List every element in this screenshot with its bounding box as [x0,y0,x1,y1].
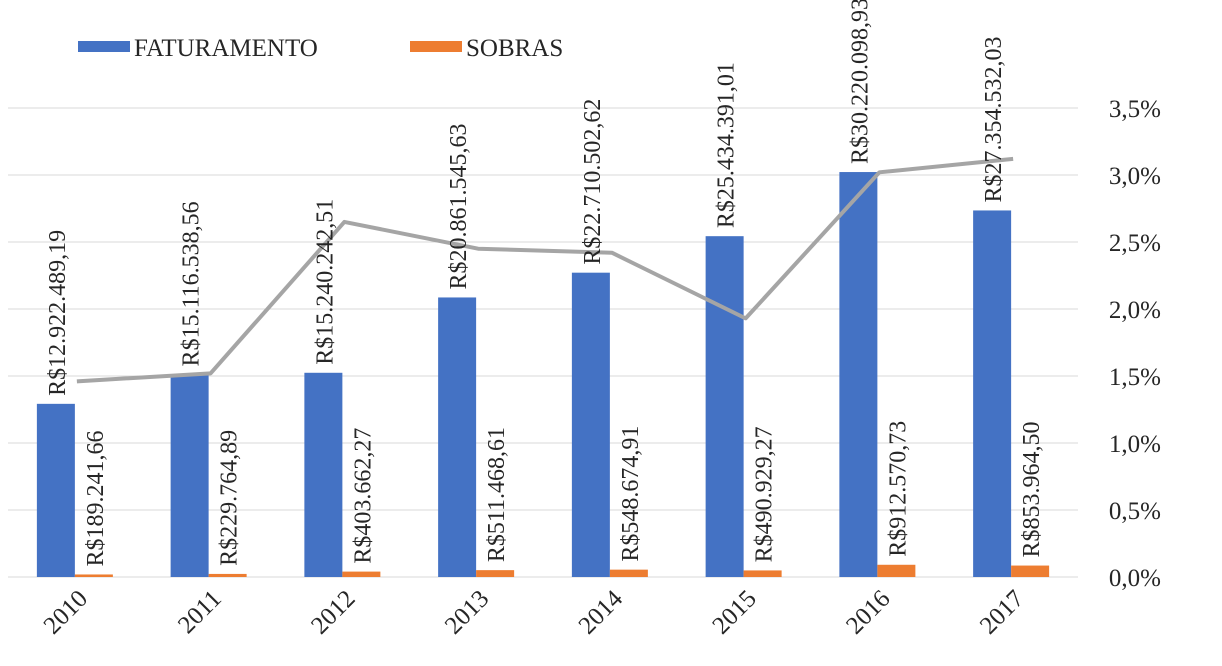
data-label-sobras: R$548.674,91 [618,426,644,562]
right-axis: 0,0% 0,5% 1,0% 1,5% 2,0% 2,5% 3,0% 3,5% [1109,96,1161,592]
right-axis-tick-label: 3,5% [1109,96,1161,123]
data-label-sobras: R$490.929,27 [752,426,778,562]
data-label-sobras: R$912.570,73 [885,421,911,557]
bar-sobras [743,570,782,577]
bar-faturamento [170,374,209,577]
right-axis-tick-label: 1,5% [1109,364,1161,391]
x-tick-label: 2011 [173,585,227,639]
data-label-faturamento: R$22.710.502,62 [580,99,606,265]
legend-swatch [78,41,130,52]
data-label-sobras: R$853.964,50 [1019,422,1045,558]
bar-faturamento [571,272,610,577]
bar-faturamento [839,172,878,578]
right-axis-tick-label: 2,0% [1109,297,1161,324]
bar-sobras [342,571,381,577]
gridlines [8,107,1078,578]
bar-faturamento [304,372,343,577]
legend: FATURAMENTO SOBRAS [78,35,563,62]
right-axis-tick-label: 0,5% [1109,498,1161,525]
bar-faturamento [973,210,1012,577]
data-labels: R$12.922.489,19 R$189.241,66 R$15.116.538,… [45,0,1045,566]
right-axis-tick-label: 2,5% [1109,230,1161,257]
bar-faturamento [36,403,75,577]
x-tick-label: 2010 [39,585,93,639]
data-label-faturamento: R$30.220.098,93 [847,0,873,164]
legend-label: FATURAMENTO [134,35,318,62]
right-axis-tick-label: 3,0% [1109,163,1161,190]
bar-sobras [74,574,113,577]
legend-swatch [410,41,462,52]
legend-label: SOBRAS [466,35,563,62]
line-percentage [76,156,1014,384]
data-label-sobras: R$189.241,66 [83,430,109,566]
data-label-faturamento: R$25.434.391,01 [714,62,740,228]
data-label-sobras: R$229.764,89 [217,430,243,566]
x-axis: 2010 2011 2012 2013 2014 2015 2016 2017 [39,585,1030,640]
data-label-faturamento: R$27.354.532,03 [981,36,1007,202]
x-tick-label: 2017 [975,585,1029,639]
bar-sobras [208,573,247,577]
x-tick-label: 2016 [841,585,895,639]
x-tick-label: 2014 [574,585,629,640]
bar-sobras [1011,565,1050,577]
bar-faturamento [438,297,477,577]
x-tick-label: 2015 [707,585,761,639]
x-tick-label: 2012 [306,585,360,639]
data-label-faturamento: R$15.116.538,56 [179,201,205,366]
data-label-faturamento: R$12.922.489,19 [45,230,71,396]
bar-sobras [476,570,515,577]
bar-faturamento [705,236,744,578]
data-label-faturamento: R$20.861.545,63 [446,123,472,289]
data-label-sobras: R$511.468,61 [484,427,510,562]
right-axis-tick-label: 0,0% [1109,565,1161,592]
bars [36,172,1050,578]
bar-sobras [877,564,916,577]
data-label-faturamento: R$15.240.242,51 [312,199,338,365]
bar-sobras [609,569,648,577]
x-tick-label: 2013 [440,585,494,639]
series-line [76,156,1014,384]
right-axis-tick-label: 1,0% [1109,431,1161,458]
data-label-sobras: R$403.662,27 [350,428,376,564]
